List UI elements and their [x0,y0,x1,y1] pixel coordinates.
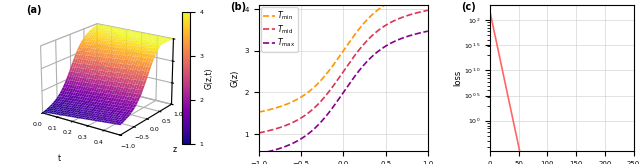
Legend: $T_{\mathregular{min}}$, $T_{\mathregular{mid}}$, $T_{\mathregular{max}}$: $T_{\mathregular{min}}$, $T_{\mathregula… [261,7,298,52]
Text: (c): (c) [461,2,476,12]
Y-axis label: G(z,t): G(z,t) [205,67,214,89]
Text: (b): (b) [230,2,246,12]
Text: (a): (a) [26,5,41,15]
Y-axis label: G(z): G(z) [230,69,239,87]
Y-axis label: loss: loss [453,70,462,86]
X-axis label: t: t [58,154,61,163]
Y-axis label: z: z [173,145,177,154]
